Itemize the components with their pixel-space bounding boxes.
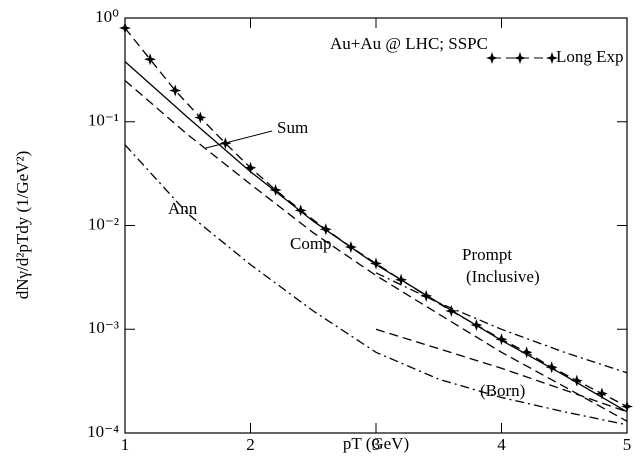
legend-marker <box>486 52 498 64</box>
legend-label: Long Exp <box>556 47 624 66</box>
y-tick-label: 10⁻³ <box>88 318 119 337</box>
star-marker <box>269 183 282 196</box>
star-marker <box>119 22 131 35</box>
x-tick-label: 5 <box>623 435 632 454</box>
star-marker <box>595 387 608 400</box>
x-tick-label: 4 <box>497 435 506 454</box>
x-tick-label: 1 <box>121 435 130 454</box>
series-label: Sum <box>277 118 308 137</box>
star-marker <box>545 361 558 374</box>
y-tick-label: 10⁻¹ <box>88 111 119 130</box>
x-tick-label: 2 <box>246 435 255 454</box>
series-line <box>375 328 628 413</box>
star-marker <box>621 400 633 413</box>
star-marker <box>570 374 583 387</box>
series-label: Comp <box>290 234 332 253</box>
series-line <box>124 61 628 413</box>
series-line <box>124 144 628 426</box>
annotation: Prompt <box>462 245 512 264</box>
annotation: Au+Au @ LHC; SSPC <box>330 34 488 53</box>
series-line <box>375 272 628 374</box>
y-tick-label: 10⁻² <box>88 214 119 233</box>
star-marker <box>194 111 207 124</box>
series-label: (Inclusive) <box>466 267 540 286</box>
star-marker <box>495 333 508 346</box>
y-axis-label: dNγ/d²pTdy (1/GeV²) <box>13 151 32 299</box>
x-tick-label: 3 <box>372 435 381 454</box>
star-marker <box>144 53 157 66</box>
leader-line <box>205 130 273 149</box>
star-marker <box>370 257 382 270</box>
y-tick-label: 10⁰ <box>95 7 119 26</box>
series-label: Ann <box>168 199 198 218</box>
star-marker <box>244 161 257 174</box>
series-line <box>124 80 628 422</box>
y-tick-label: 10⁻⁴ <box>87 422 119 441</box>
star-marker <box>294 204 307 217</box>
star-marker <box>520 346 533 359</box>
star-marker <box>169 84 182 97</box>
legend-marker <box>514 52 526 64</box>
series-label: (Born) <box>480 381 525 400</box>
legend-marker <box>546 52 558 64</box>
x-axis-label: pT (GeV) <box>343 434 409 453</box>
series-line <box>124 27 628 408</box>
